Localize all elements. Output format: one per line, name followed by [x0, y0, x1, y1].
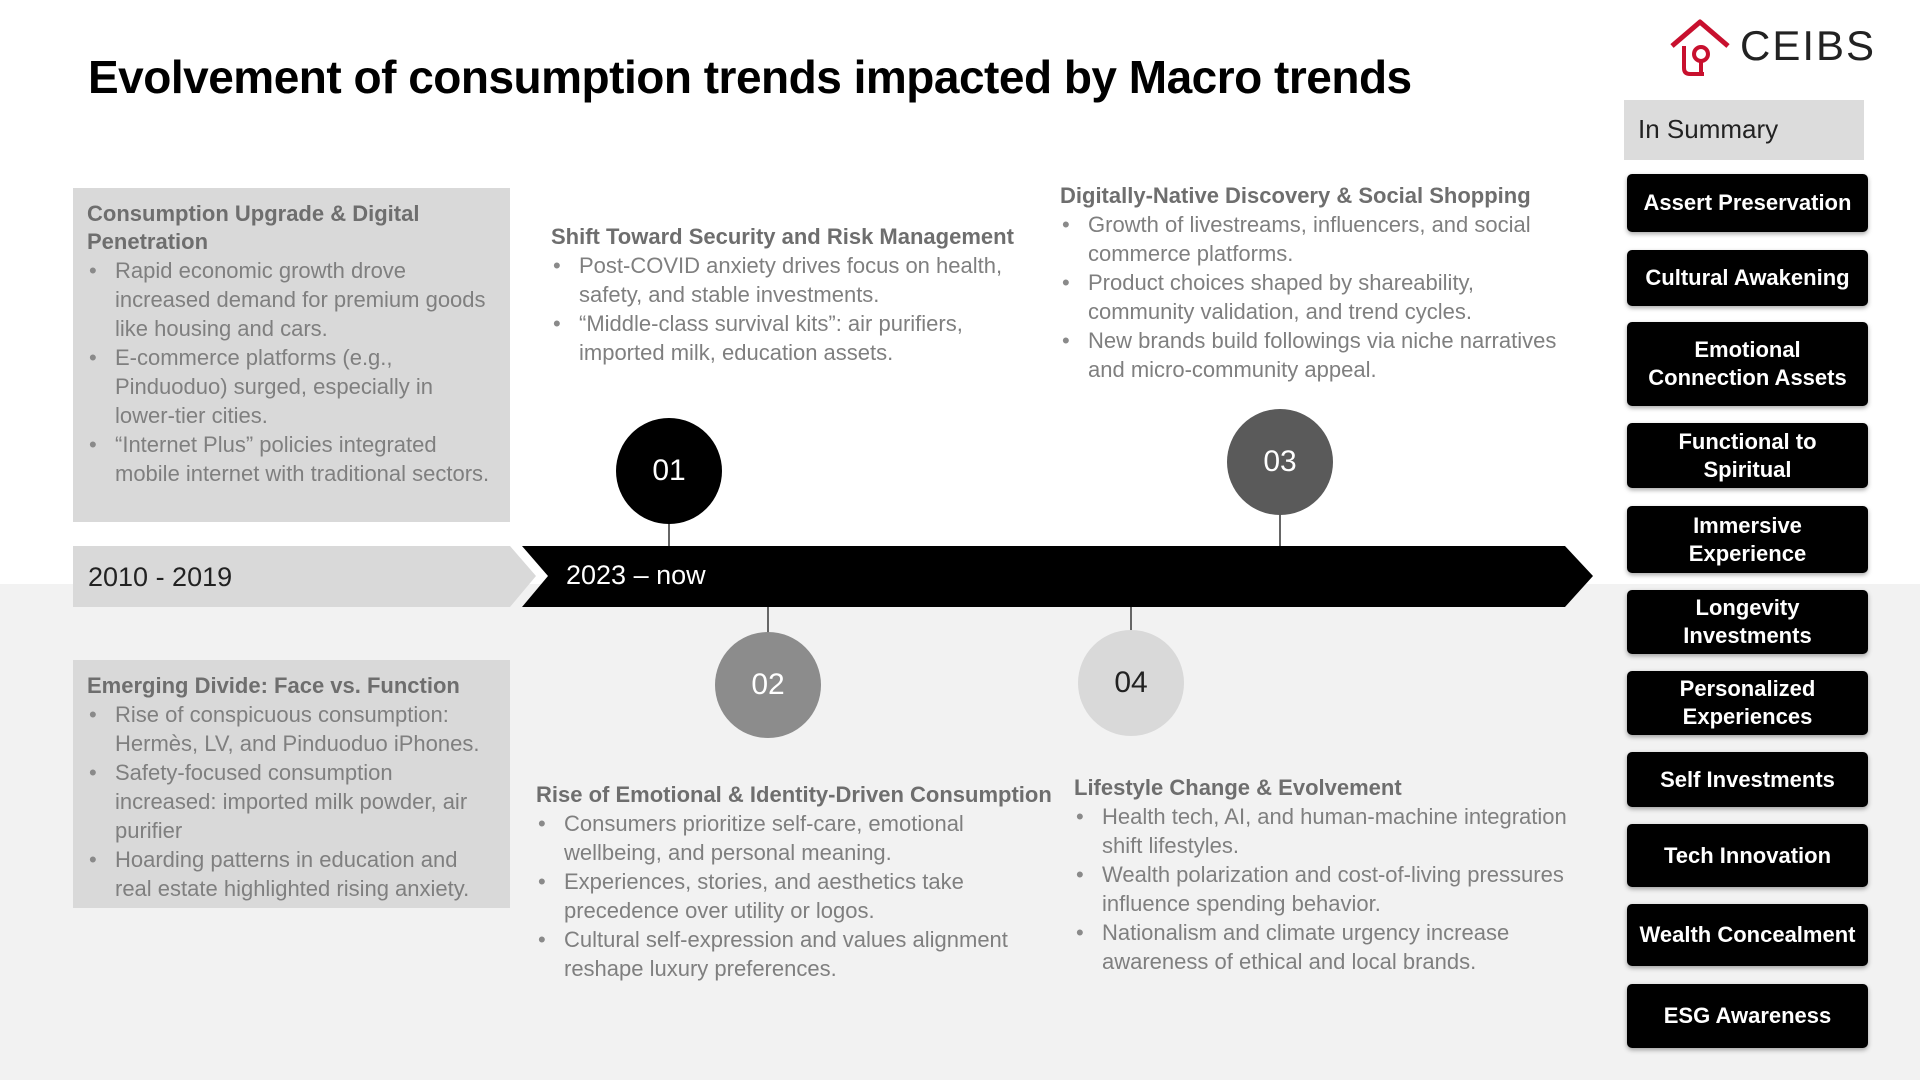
bullet-list: Consumers prioritize self-care, emotiona…: [536, 809, 1066, 983]
milestone-heading: Shift Toward Security and Risk Managemen…: [551, 224, 1014, 249]
list-item: Product choices shaped by shareability, …: [1060, 268, 1560, 326]
timeline-main-arrow: [522, 546, 1593, 607]
summary-item-functional-to-spiritual[interactable]: Functional to Spiritual: [1627, 423, 1868, 488]
page-title: Evolvement of consumption trends impacte…: [88, 51, 1412, 103]
bullet-list: Post-COVID anxiety drives focus on healt…: [551, 251, 1041, 367]
summary-item-asset-preservation[interactable]: Assert Preservation: [1627, 174, 1868, 232]
milestone-01-text: Shift Toward Security and Risk Managemen…: [551, 222, 1041, 367]
list-item: Health tech, AI, and human-machine integ…: [1074, 802, 1574, 860]
bullet-list: Growth of livestreams, influencers, and …: [1060, 210, 1560, 384]
summary-item-tech-innovation[interactable]: Tech Innovation: [1627, 824, 1868, 887]
list-item: Cultural self-expression and values alig…: [536, 925, 1066, 983]
period-2010-2019-divide-box: Emerging Divide: Face vs. Function Rise …: [73, 660, 510, 908]
list-item: Experiences, stories, and aesthetics tak…: [536, 867, 1066, 925]
milestone-heading: Lifestyle Change & Evolvement: [1074, 775, 1402, 800]
list-item: Safety-focused consumption increased: im…: [87, 758, 496, 845]
list-item: Post-COVID anxiety drives focus on healt…: [551, 251, 1041, 309]
list-item: New brands build followings via niche na…: [1060, 326, 1560, 384]
summary-item-immersive-experience[interactable]: Immersive Experience: [1627, 506, 1868, 573]
summary-item-wealth-concealment[interactable]: Wealth Concealment: [1627, 904, 1868, 966]
list-item: “Internet Plus” policies integrated mobi…: [87, 430, 496, 488]
milestone-heading: Rise of Emotional & Identity-Driven Cons…: [536, 782, 1052, 807]
milestone-03-text: Digitally-Native Discovery & Social Shop…: [1060, 181, 1560, 384]
milestone-circle-01: 01: [616, 418, 722, 524]
summary-header: In Summary: [1624, 100, 1864, 160]
period-label-2023-now: 2023 – now: [566, 560, 706, 590]
bullet-list: Rapid economic growth drove increased de…: [87, 256, 496, 488]
milestone-circle-03: 03: [1227, 409, 1333, 515]
summary-item-emotional-connection-assets[interactable]: Emotional Connection Assets: [1627, 322, 1868, 406]
milestone-circle-04: 04: [1078, 630, 1184, 736]
list-item: “Middle-class survival kits”: air purifi…: [551, 309, 1041, 367]
list-item: Growth of livestreams, influencers, and …: [1060, 210, 1560, 268]
list-item: Nationalism and climate urgency increase…: [1074, 918, 1574, 976]
milestone-02-text: Rise of Emotional & Identity-Driven Cons…: [536, 780, 1066, 983]
list-item: Wealth polarization and cost-of-living p…: [1074, 860, 1574, 918]
list-item: Consumers prioritize self-care, emotiona…: [536, 809, 1066, 867]
list-item: Rise of conspicuous consumption: Hermès,…: [87, 700, 496, 758]
box-heading: Consumption Upgrade & Digital Penetratio…: [87, 201, 420, 254]
summary-item-self-investments[interactable]: Self Investments: [1627, 752, 1868, 807]
summary-item-cultural-awakening[interactable]: Cultural Awakening: [1627, 250, 1868, 306]
period-label-2010-2019: 2010 - 2019: [88, 562, 233, 592]
logo-text: CEIBS: [1740, 22, 1877, 69]
milestone-04-text: Lifestyle Change & Evolvement Health tec…: [1074, 773, 1574, 976]
bullet-list: Health tech, AI, and human-machine integ…: [1074, 802, 1574, 976]
summary-item-longevity-investments[interactable]: Longevity Investments: [1627, 590, 1868, 654]
list-item: E-commerce platforms (e.g., Pinduoduo) s…: [87, 343, 496, 430]
period-2010-2019-upgrade-box: Consumption Upgrade & Digital Penetratio…: [73, 188, 510, 522]
summary-item-personalized-experiences[interactable]: Personalized Experiences: [1627, 671, 1868, 735]
bullet-list: Rise of conspicuous consumption: Hermès,…: [87, 700, 496, 903]
box-heading: Emerging Divide: Face vs. Function: [87, 673, 460, 698]
milestone-circle-02: 02: [715, 632, 821, 738]
milestone-heading: Digitally-Native Discovery & Social Shop…: [1060, 183, 1531, 208]
period-left-arrow: [73, 546, 536, 607]
list-item: Hoarding patterns in education and real …: [87, 845, 496, 903]
ceibs-logo-icon: [1670, 19, 1730, 76]
list-item: Rapid economic growth drove increased de…: [87, 256, 496, 343]
summary-item-esg-awareness[interactable]: ESG Awareness: [1627, 984, 1868, 1048]
